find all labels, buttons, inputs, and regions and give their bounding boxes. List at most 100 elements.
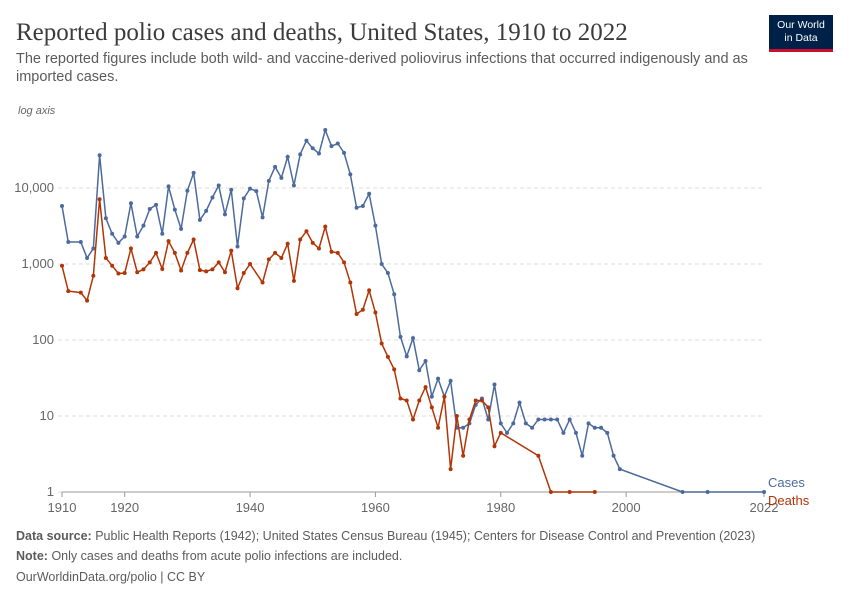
- data-point: [517, 400, 522, 405]
- data-point: [66, 289, 71, 294]
- data-point: [323, 128, 328, 133]
- data-point: [536, 417, 541, 422]
- data-point: [266, 178, 271, 183]
- data-point: [141, 223, 146, 228]
- data-point: [147, 206, 152, 211]
- data-point: [479, 398, 484, 403]
- data-point: [191, 170, 196, 175]
- data-point: [429, 394, 434, 399]
- data-point: [116, 240, 121, 245]
- data-point: [285, 241, 290, 246]
- data-point: [417, 368, 422, 373]
- data-point: [354, 205, 359, 210]
- data-point: [573, 430, 578, 435]
- data-point: [204, 269, 209, 274]
- data-point: [241, 271, 246, 276]
- logo-text: in Data: [784, 32, 817, 44]
- data-point: [310, 240, 315, 245]
- data-point: [548, 490, 553, 494]
- data-point: [498, 421, 503, 426]
- data-point: [586, 421, 591, 426]
- data-point: [172, 207, 177, 212]
- logo-bar: [769, 49, 833, 52]
- logo: Our World in Data: [769, 15, 833, 52]
- data-point: [605, 430, 610, 435]
- data-point: [379, 262, 384, 266]
- data-point: [373, 310, 378, 315]
- note-text: Only cases and deaths from acute polio i…: [51, 549, 402, 563]
- data-point: [97, 197, 102, 202]
- data-point: [91, 246, 96, 251]
- source-label: Data source:: [16, 529, 92, 543]
- data-point: [66, 239, 71, 244]
- data-point: [260, 280, 265, 285]
- data-point: [279, 175, 284, 180]
- data-point: [592, 490, 597, 494]
- data-point: [128, 246, 133, 251]
- chart-subtitle: The reported figures include both wild- …: [16, 51, 748, 85]
- data-point: [179, 268, 184, 273]
- data-point: [135, 270, 140, 275]
- data-point: [110, 231, 115, 236]
- data-point: [85, 298, 90, 303]
- data-point: [423, 385, 428, 390]
- data-point: [248, 262, 253, 266]
- data-point: [473, 398, 478, 403]
- data-point: [498, 430, 503, 435]
- data-point: [210, 267, 215, 272]
- subtitle-box: The reported figures include both wild- …: [16, 51, 748, 85]
- data-point: [254, 189, 259, 194]
- data-point: [486, 417, 491, 422]
- x-tick-label: 2000: [612, 500, 641, 515]
- data-point: [285, 154, 290, 159]
- data-point: [567, 417, 572, 422]
- data-point: [273, 164, 278, 169]
- data-point: [536, 453, 541, 458]
- axis-note: log axis: [18, 105, 56, 117]
- data-point: [398, 396, 403, 401]
- data-point: [323, 224, 328, 229]
- y-tick-label: 1,000: [21, 256, 54, 271]
- data-point: [266, 257, 271, 262]
- data-point: [486, 405, 491, 410]
- data-point: [172, 250, 177, 255]
- data-point: [191, 237, 196, 242]
- data-point: [185, 188, 190, 193]
- data-point: [329, 249, 334, 254]
- data-point: [429, 405, 434, 410]
- data-point: [135, 234, 140, 239]
- data-point: [116, 271, 121, 276]
- data-point: [599, 425, 604, 430]
- data-point: [354, 311, 359, 316]
- data-point: [204, 208, 209, 213]
- data-point: [454, 414, 459, 418]
- data-point: [298, 152, 303, 157]
- data-point: [235, 286, 240, 291]
- data-point: [166, 184, 171, 189]
- data-point: [229, 248, 234, 253]
- data-point: [492, 444, 497, 449]
- data-point: [291, 183, 296, 188]
- data-point: [567, 490, 572, 494]
- data-point: [216, 183, 221, 188]
- y-tick-label: 10: [40, 408, 54, 423]
- data-point: [316, 246, 321, 251]
- data-point: [229, 187, 234, 192]
- data-point: [530, 425, 535, 430]
- data-point: [555, 417, 560, 422]
- y-tick-label: 1: [47, 484, 54, 499]
- data-point: [342, 260, 347, 265]
- data-point: [128, 201, 133, 206]
- data-point: [197, 217, 202, 222]
- data-point: [511, 421, 516, 426]
- note: Note: Only cases and deaths from acute p…: [16, 549, 402, 563]
- data-point: [291, 278, 296, 283]
- data-point: [248, 186, 253, 191]
- data-point: [122, 271, 127, 276]
- data-point: [241, 196, 246, 201]
- series-label: Cases: [768, 475, 805, 490]
- y-tick-label: 100: [32, 332, 54, 347]
- data-point: [705, 490, 710, 494]
- data-point: [91, 273, 96, 278]
